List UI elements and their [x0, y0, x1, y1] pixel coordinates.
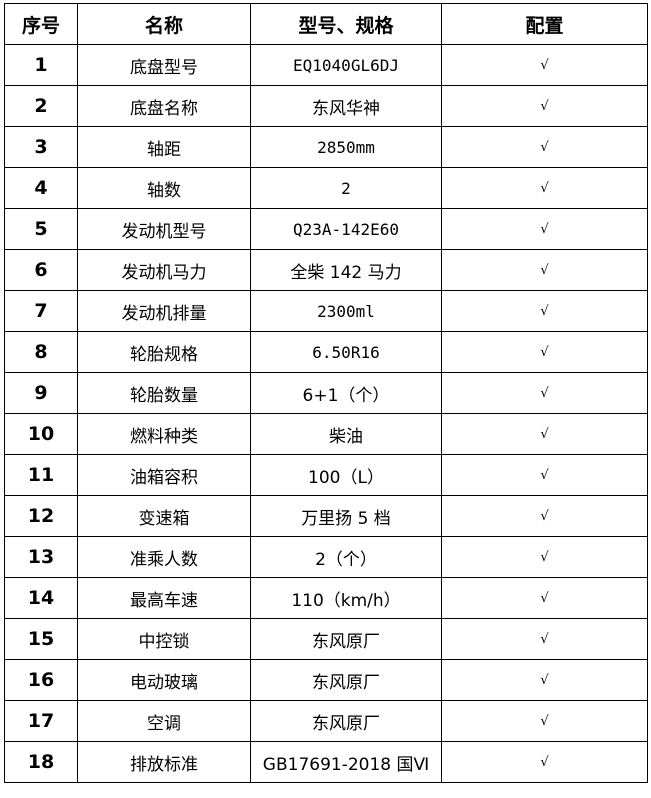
- row-number: 7: [4, 290, 78, 332]
- config-check: √: [441, 249, 648, 291]
- item-name: 底盘名称: [77, 85, 251, 127]
- table-row: 9 轮胎数量 6+1（个） √: [4, 372, 648, 414]
- item-name: 油箱容积: [77, 454, 251, 496]
- item-spec: 110（km/h）: [250, 577, 442, 619]
- table-row: 11 油箱容积 100（L） √: [4, 454, 648, 496]
- table-row: 4 轴数 2 √: [4, 167, 648, 209]
- row-number: 14: [4, 577, 78, 619]
- table-row: 6 发动机马力 全柴 142 马力 √: [4, 249, 648, 291]
- row-number: 4: [4, 167, 78, 209]
- item-spec: 柴油: [250, 413, 442, 455]
- item-name: 准乘人数: [77, 536, 251, 578]
- row-number: 9: [4, 372, 78, 414]
- table-row: 13 准乘人数 2（个） √: [4, 536, 648, 578]
- table-row: 8 轮胎规格 6.50R16 √: [4, 331, 648, 373]
- row-number: 8: [4, 331, 78, 373]
- item-name: 最高车速: [77, 577, 251, 619]
- table-row: 16 电动玻璃 东风原厂 √: [4, 659, 648, 701]
- header-config: 配置: [441, 3, 648, 45]
- item-spec: 全柴 142 马力: [250, 249, 442, 291]
- row-number: 18: [4, 741, 78, 783]
- item-spec: 东风华神: [250, 85, 442, 127]
- config-check: √: [441, 577, 648, 619]
- row-number: 6: [4, 249, 78, 291]
- item-spec: 100（L）: [250, 454, 442, 496]
- item-spec: Q23A-142E60: [250, 208, 442, 250]
- config-check: √: [441, 413, 648, 455]
- table-row: 2 底盘名称 东风华神 √: [4, 85, 648, 127]
- config-check: √: [441, 290, 648, 332]
- config-check: √: [441, 454, 648, 496]
- row-number: 17: [4, 700, 78, 742]
- row-number: 5: [4, 208, 78, 250]
- item-spec: 2（个）: [250, 536, 442, 578]
- table-row: 7 发动机排量 2300ml √: [4, 290, 648, 332]
- row-number: 15: [4, 618, 78, 660]
- header-name: 名称: [77, 3, 251, 45]
- config-check: √: [441, 167, 648, 209]
- item-name: 排放标准: [77, 741, 251, 783]
- config-check: √: [441, 208, 648, 250]
- item-name: 发动机型号: [77, 208, 251, 250]
- table-row: 12 变速箱 万里扬 5 档 √: [4, 495, 648, 537]
- row-number: 2: [4, 85, 78, 127]
- table-row: 18 排放标准 GB17691-2018 国Ⅵ √: [4, 741, 648, 783]
- row-number: 12: [4, 495, 78, 537]
- item-name: 电动玻璃: [77, 659, 251, 701]
- item-name: 轮胎规格: [77, 331, 251, 373]
- row-number: 3: [4, 126, 78, 168]
- config-check: √: [441, 700, 648, 742]
- item-spec: EQ1040GL6DJ: [250, 44, 442, 86]
- item-spec: GB17691-2018 国Ⅵ: [250, 741, 442, 783]
- config-check: √: [441, 659, 648, 701]
- item-name: 发动机马力: [77, 249, 251, 291]
- row-number: 10: [4, 413, 78, 455]
- table-row: 10 燃料种类 柴油 √: [4, 413, 648, 455]
- item-spec: 万里扬 5 档: [250, 495, 442, 537]
- item-spec: 东风原厂: [250, 659, 442, 701]
- config-check: √: [441, 44, 648, 86]
- header-no: 序号: [4, 3, 78, 45]
- config-check: √: [441, 536, 648, 578]
- item-spec: 6+1（个）: [250, 372, 442, 414]
- table-row: 14 最高车速 110（km/h） √: [4, 577, 648, 619]
- item-name: 燃料种类: [77, 413, 251, 455]
- item-name: 轮胎数量: [77, 372, 251, 414]
- row-number: 13: [4, 536, 78, 578]
- config-check: √: [441, 331, 648, 373]
- item-spec: 2850mm: [250, 126, 442, 168]
- item-spec: 东风原厂: [250, 700, 442, 742]
- table-row: 15 中控锁 东风原厂 √: [4, 618, 648, 660]
- spec-table: 序号 名称 型号、规格 配置 1 底盘型号 EQ1040GL6DJ √ 2 底盘名称 东风华…: [4, 3, 648, 783]
- config-check: √: [441, 618, 648, 660]
- config-check: √: [441, 372, 648, 414]
- table-row: 1 底盘型号 EQ1040GL6DJ √: [4, 44, 648, 86]
- row-number: 1: [4, 44, 78, 86]
- item-name: 中控锁: [77, 618, 251, 660]
- item-name: 轴数: [77, 167, 251, 209]
- item-spec: 6.50R16: [250, 331, 442, 373]
- item-spec: 2: [250, 167, 442, 209]
- row-number: 16: [4, 659, 78, 701]
- header-spec: 型号、规格: [250, 3, 442, 45]
- config-check: √: [441, 495, 648, 537]
- table-row: 17 空调 东风原厂 √: [4, 700, 648, 742]
- item-spec: 东风原厂: [250, 618, 442, 660]
- item-name: 底盘型号: [77, 44, 251, 86]
- item-spec: 2300ml: [250, 290, 442, 332]
- config-check: √: [441, 741, 648, 783]
- config-check: √: [441, 85, 648, 127]
- item-name: 发动机排量: [77, 290, 251, 332]
- table-row: 3 轴距 2850mm √: [4, 126, 648, 168]
- row-number: 11: [4, 454, 78, 496]
- item-name: 轴距: [77, 126, 251, 168]
- header-row: 序号 名称 型号、规格 配置: [4, 3, 648, 45]
- table-row: 5 发动机型号 Q23A-142E60 √: [4, 208, 648, 250]
- config-check: √: [441, 126, 648, 168]
- item-name: 空调: [77, 700, 251, 742]
- item-name: 变速箱: [77, 495, 251, 537]
